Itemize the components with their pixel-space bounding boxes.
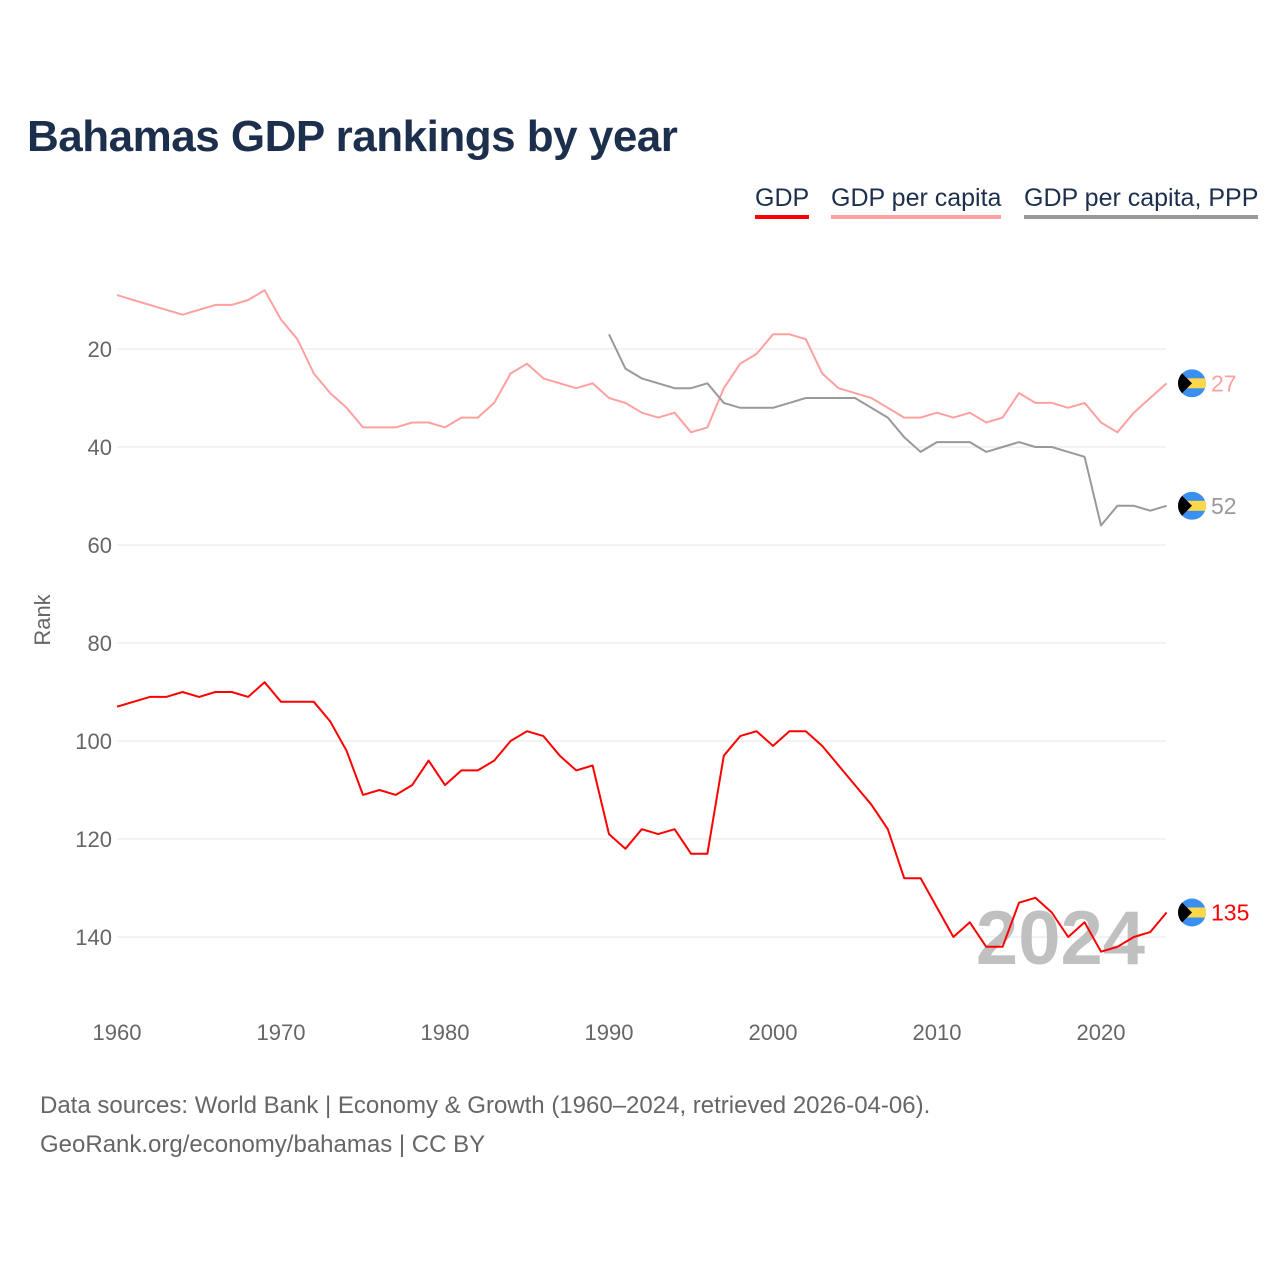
series-line-1	[116, 289, 1168, 434]
x-tick-label: 2010	[913, 1020, 962, 1045]
x-tick-label: 1960	[93, 1020, 142, 1045]
legend-gdp-per-capita[interactable]: GDP per capita	[831, 184, 1002, 219]
legend-gdp-per-capita-ppp[interactable]: GDP per capita, PPP	[1024, 184, 1259, 219]
end-value-label: 27	[1211, 370, 1237, 396]
end-value-label: 135	[1211, 900, 1249, 926]
y-tick-label: 100	[75, 729, 112, 754]
footer: Data sources: World Bank | Economy & Gro…	[40, 1086, 930, 1164]
legend-gdp[interactable]: GDP	[755, 184, 810, 219]
end-value-label: 52	[1211, 493, 1237, 519]
series-line-0	[116, 681, 1168, 953]
data-source-text: Data sources: World Bank | Economy & Gro…	[40, 1092, 931, 1119]
bahamas-flag-icon	[1178, 369, 1206, 398]
y-tick-label: 20	[88, 337, 112, 362]
y-tick-label: 80	[88, 631, 112, 656]
x-tick-label: 1980	[421, 1020, 470, 1045]
source-link[interactable]: GeoRank.org/economy/bahamas | CC BY	[40, 1131, 486, 1158]
bahamas-flag-icon	[1178, 898, 1206, 927]
y-tick-label: 120	[75, 827, 112, 852]
x-tick-label: 1970	[257, 1020, 306, 1045]
y-tick-label: 140	[75, 925, 112, 950]
year-watermark: 2024	[976, 896, 1145, 981]
series-line-2	[608, 333, 1167, 527]
x-tick-label: 1990	[585, 1020, 634, 1045]
chart-title: Bahamas GDP rankings by year	[27, 112, 678, 161]
y-tick-label: 60	[88, 533, 112, 558]
x-tick-label: 2000	[749, 1020, 798, 1045]
x-tick-label: 2020	[1077, 1020, 1126, 1045]
bahamas-flag-icon	[1178, 491, 1206, 520]
y-tick-label: 40	[88, 435, 112, 460]
y-axis-label: Rank	[30, 593, 55, 645]
